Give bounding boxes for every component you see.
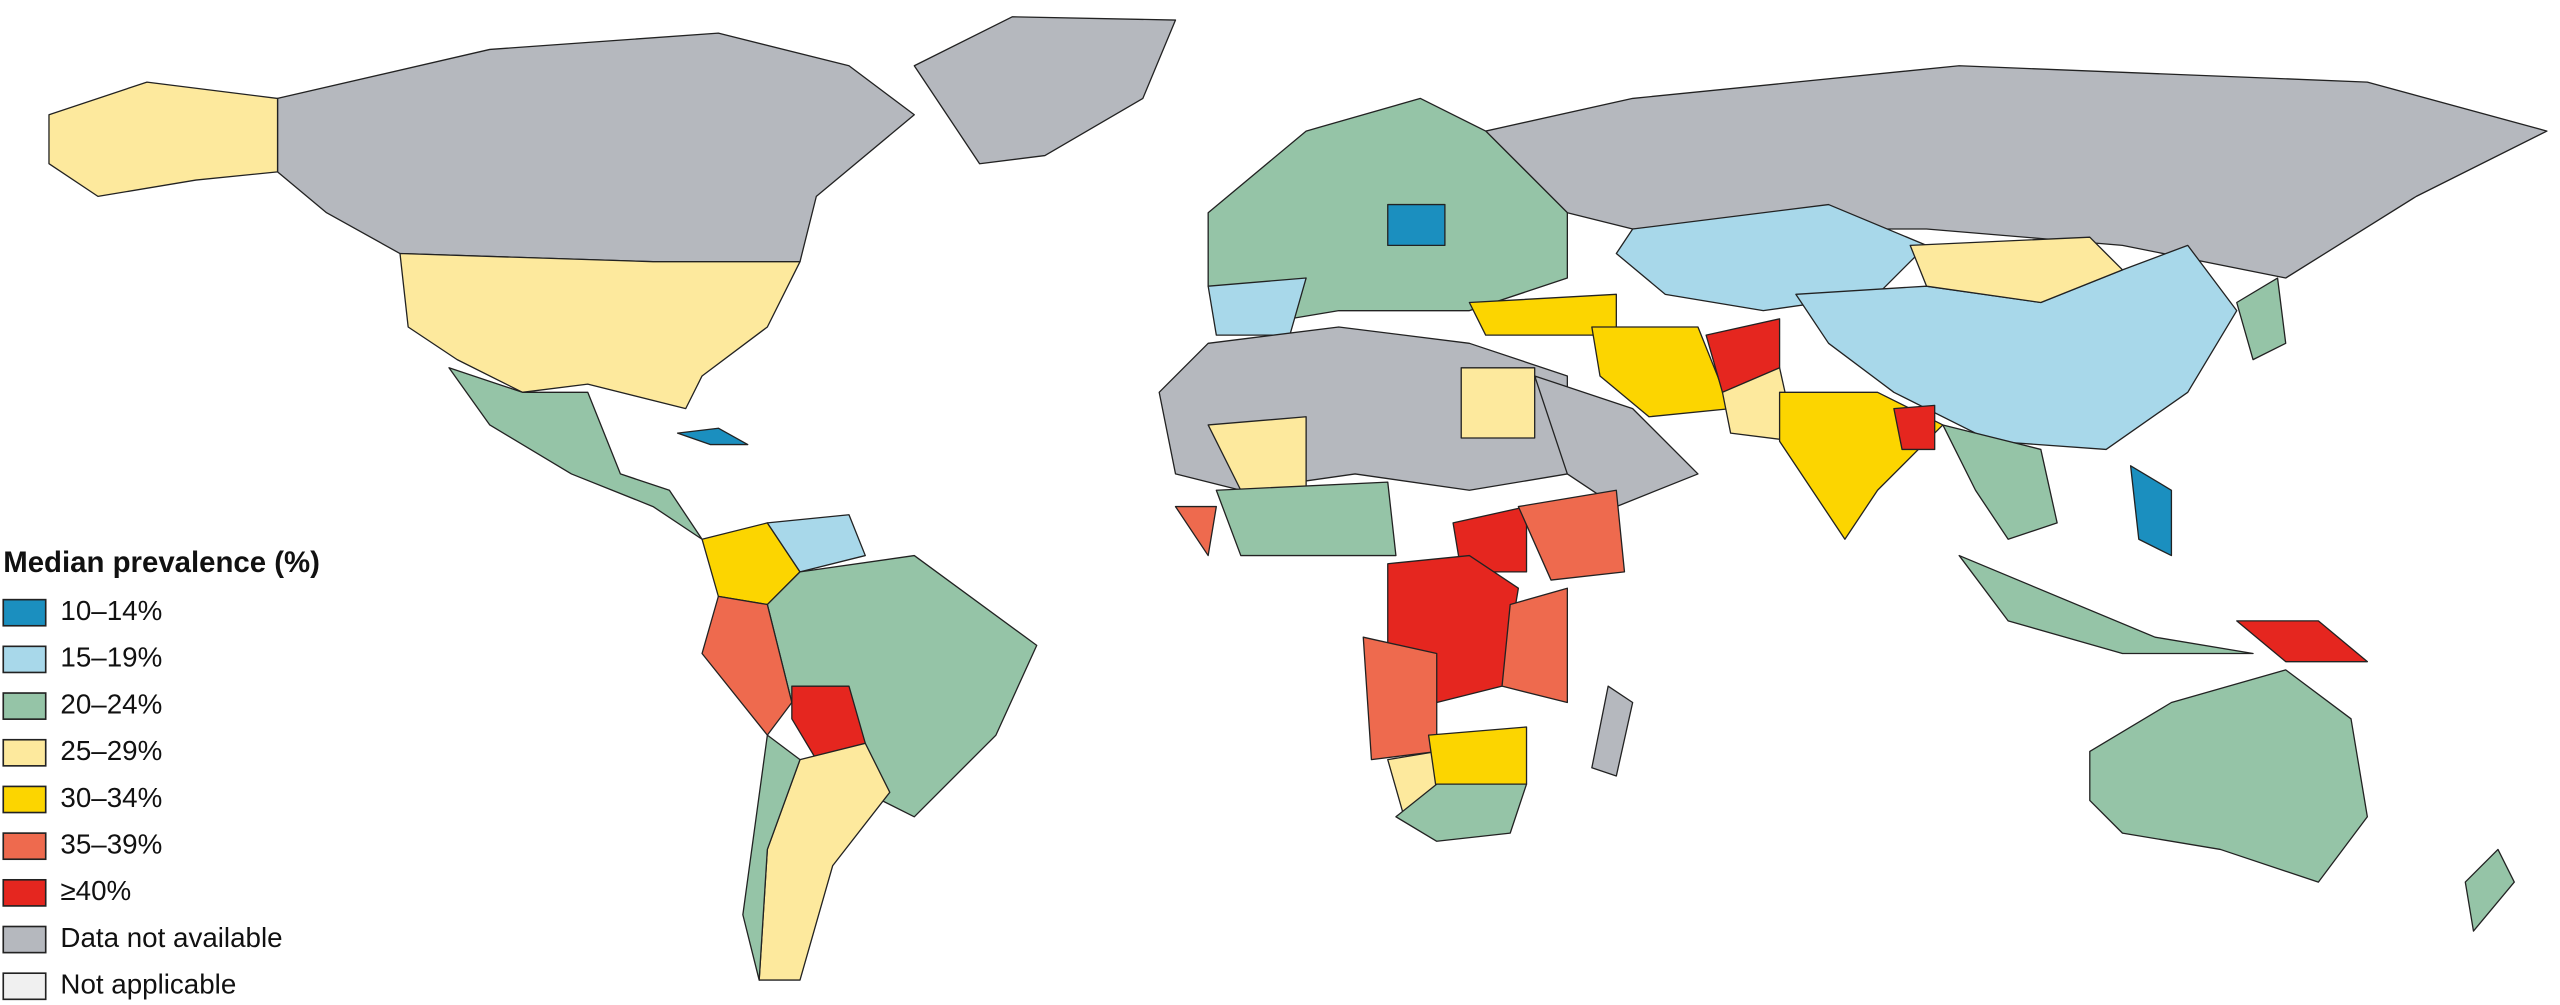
- legend-swatch: [2, 645, 47, 674]
- legend-label: Not applicable: [60, 969, 236, 1000]
- greenland: [913, 16, 1177, 165]
- bangladesh: [1893, 404, 1936, 451]
- iberia: [1207, 277, 1307, 336]
- alaska: [48, 81, 279, 198]
- papua-new-guinea: [2236, 620, 2368, 663]
- legend-label: 20–24%: [60, 688, 162, 719]
- legend-swatch: [2, 598, 47, 627]
- poland: [1387, 203, 1446, 247]
- canada: [276, 32, 915, 263]
- legend-title: Median prevalence (%): [3, 546, 320, 579]
- angola-zambia: [1362, 636, 1438, 761]
- zimbabwe-region: [1427, 726, 1528, 793]
- south-africa: [1395, 783, 1528, 842]
- cuba: [676, 427, 749, 446]
- australia: [2089, 669, 2368, 883]
- sudan: [1452, 505, 1528, 573]
- west-africa: [1215, 481, 1397, 557]
- legend-swatch: [2, 738, 47, 767]
- arabian-peninsula: [1534, 375, 1699, 508]
- mexico-central-america: [448, 367, 703, 540]
- legend-swatch: [2, 832, 47, 861]
- countries: [48, 16, 2548, 981]
- southeast-asia: [1942, 424, 2058, 540]
- legend-label: 25–29%: [60, 735, 162, 766]
- legend-swatch: [2, 692, 47, 720]
- legend-swatch: [2, 785, 47, 814]
- east-africa: [1501, 587, 1569, 704]
- usa: [399, 252, 801, 410]
- legend-swatch: [2, 878, 47, 907]
- legend-label: 30–34%: [60, 782, 162, 813]
- legend-label: 15–19%: [60, 642, 162, 673]
- egypt: [1460, 367, 1536, 439]
- venezuela: [766, 514, 866, 573]
- legend-label: Data not available: [60, 922, 282, 953]
- legend-swatch: [2, 925, 47, 954]
- legend-swatch: [2, 972, 47, 1001]
- chile: [742, 734, 801, 981]
- ethiopia: [1517, 489, 1626, 581]
- legend-label: 10–14%: [60, 595, 162, 626]
- new-zealand: [2464, 848, 2515, 932]
- legend-label: 35–39%: [60, 829, 162, 860]
- mongolia: [1909, 236, 2124, 304]
- madagascar: [1591, 685, 1634, 777]
- peru: [701, 595, 793, 736]
- indonesia: [1958, 554, 2254, 655]
- legend-label: ≥40%: [60, 875, 131, 906]
- legend: Median prevalence (%) 10–14% 15–19% 20–24%…: [2, 546, 320, 1001]
- sierra-leone: [1174, 505, 1217, 557]
- japan: [2236, 277, 2287, 361]
- philippines: [2129, 465, 2173, 557]
- iran: [1591, 326, 1732, 418]
